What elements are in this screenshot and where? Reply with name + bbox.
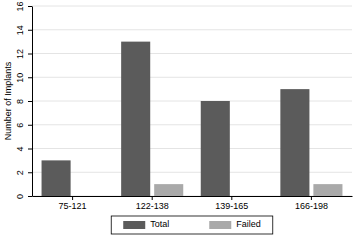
y-tick-label: 8 — [15, 99, 25, 104]
y-tick-mark — [28, 149, 32, 150]
y-tick-label: 16 — [15, 1, 25, 11]
plot: 0 2 4 6 8 10 12 14 16 75-121 122-138 139-165 166-198 — [15, 1, 353, 211]
chart: 0 2 4 6 8 10 12 14 16 75-121 122-138 139-165 166-198… — [0, 0, 358, 236]
y-tick: 10 — [15, 73, 32, 83]
x-axis: 75-121 122-138 139-165 166-198 — [33, 196, 353, 211]
y-tick-mark — [28, 125, 32, 126]
x-tick: 122-138 — [136, 196, 169, 211]
bar — [154, 184, 183, 196]
y-axis: 0 2 4 6 8 10 12 14 16 — [15, 1, 33, 199]
bar — [121, 42, 150, 196]
bar — [42, 160, 71, 196]
x-tick: 166-198 — [295, 196, 328, 211]
background — [0, 0, 358, 236]
grid-line — [32, 29, 352, 30]
x-tick: 75-121 — [59, 196, 87, 211]
x-tick: 139-165 — [215, 196, 248, 211]
legend-item: Total — [123, 219, 169, 229]
grid-line — [32, 53, 352, 54]
y-tick: 16 — [15, 1, 32, 11]
x-tick-label: 166-198 — [295, 201, 328, 211]
x-tick-mark — [231, 196, 232, 200]
y-tick-mark — [28, 30, 32, 31]
bars — [42, 42, 343, 196]
y-tick-mark — [28, 101, 32, 102]
y-axis-line — [32, 7, 33, 197]
legend-box — [111, 216, 273, 234]
y-tick-label: 4 — [15, 146, 25, 151]
y-tick: 4 — [15, 146, 32, 151]
x-tick-mark — [311, 196, 312, 200]
y-tick-mark — [28, 54, 32, 55]
y-tick: 12 — [15, 49, 32, 59]
bar — [280, 89, 309, 196]
legend: Total Failed — [111, 216, 273, 234]
grid-line — [32, 6, 352, 7]
y-tick-mark — [28, 6, 32, 7]
x-axis-line — [33, 196, 353, 197]
y-tick-label: 6 — [15, 123, 25, 128]
legend-item: Failed — [209, 219, 261, 229]
y-tick: 6 — [15, 123, 32, 128]
bar — [201, 101, 230, 196]
bar — [75, 196, 104, 197]
y-tick: 0 — [15, 194, 32, 199]
y-tick-mark — [28, 172, 32, 173]
y-tick: 8 — [15, 99, 32, 104]
y-tick: 2 — [15, 170, 32, 175]
y-tick-label: 14 — [15, 25, 25, 35]
y-tick-label: 12 — [15, 49, 25, 59]
x-tick-mark — [72, 196, 73, 200]
y-axis-title: Number of Implants — [3, 61, 13, 140]
y-tick-label: 2 — [15, 170, 25, 175]
bar — [234, 196, 263, 197]
legend-label: Failed — [236, 219, 261, 229]
x-tick-label: 122-138 — [136, 201, 169, 211]
legend-swatch — [209, 221, 231, 229]
y-tick-mark — [28, 77, 32, 78]
x-tick-label: 75-121 — [59, 201, 87, 211]
grid — [32, 6, 352, 196]
y-tick-mark — [28, 196, 32, 197]
bar — [313, 184, 342, 196]
y-tick-label: 0 — [15, 194, 25, 199]
legend-label: Total — [150, 219, 169, 229]
x-tick-label: 139-165 — [215, 201, 248, 211]
legend-swatch — [123, 221, 145, 229]
y-tick: 14 — [15, 25, 32, 35]
x-tick-mark — [152, 196, 153, 200]
grid-line — [32, 77, 352, 78]
y-tick-label: 10 — [15, 73, 25, 83]
